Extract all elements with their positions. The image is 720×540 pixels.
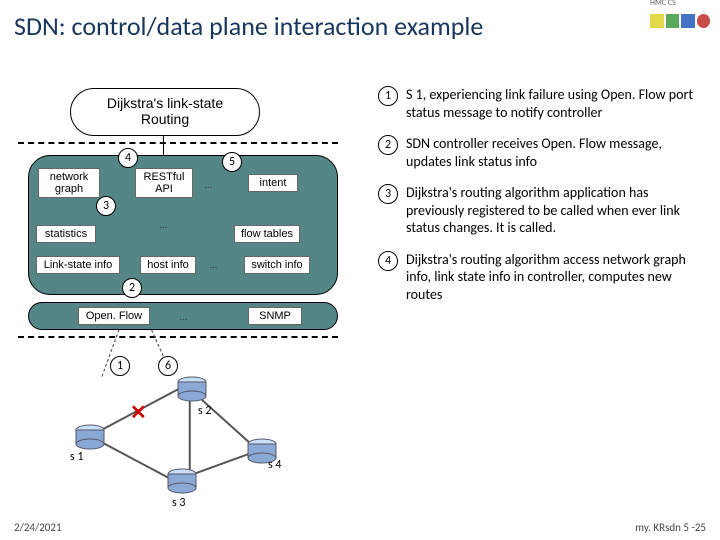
- controller-header: Dijkstra's link-state Routing: [70, 88, 260, 136]
- network-diagram: ✕ s 1 s 2 s 3 s 4: [40, 340, 330, 510]
- box-restful-api: RESTful API: [135, 168, 193, 198]
- box-host-info: host info: [140, 256, 196, 274]
- diagram-circle-2: 2: [122, 278, 142, 298]
- step-2: 2 SDN controller receives Open. Flow mes…: [378, 135, 708, 170]
- dots-row2: …: [160, 218, 169, 231]
- connector-header-body: [163, 136, 164, 156]
- router-s4: [246, 436, 278, 460]
- box-intent: intent: [248, 174, 298, 192]
- dots-row1: …: [205, 178, 214, 191]
- step-3: 3 Dijkstra's routing algorithm applicati…: [378, 184, 708, 237]
- diagram-circle-4: 4: [118, 148, 138, 168]
- dots-proto: …: [180, 310, 189, 323]
- step-1: 1 S 1, experiencing link failure using O…: [378, 86, 708, 121]
- step-4-num: 4: [378, 251, 398, 271]
- logo-text: HMC CS: [650, 0, 676, 8]
- footer-right: my. KRsdn 5 -25: [635, 521, 706, 534]
- dashed-line-upper: [18, 142, 338, 144]
- step-2-text: SDN controller receives Open. Flow messa…: [406, 135, 708, 170]
- box-switch-info: switch info: [244, 256, 310, 274]
- controller-header-line1: Dijkstra's link-state: [71, 95, 259, 111]
- step-1-num: 1: [378, 86, 398, 106]
- box-statistics: statistics: [36, 225, 96, 243]
- step-3-num: 3: [378, 184, 398, 204]
- router-s3-label: s 3: [172, 496, 186, 510]
- logo: HMC CS: [650, 6, 710, 36]
- router-s1-label: s 1: [70, 450, 84, 464]
- step-3-text: Dijkstra's routing algorithm application…: [406, 184, 708, 237]
- dashed-line-lower: [18, 336, 338, 338]
- controller-header-line2: Routing: [71, 111, 259, 127]
- dots-row3: …: [210, 258, 219, 271]
- diagram-circle-1: 1: [110, 356, 130, 376]
- box-flow-tables: flow tables: [234, 225, 300, 243]
- box-network-graph: network graph: [38, 168, 100, 198]
- router-s2: [176, 374, 208, 398]
- step-4: 4 Dijkstra's routing algorithm access ne…: [378, 251, 708, 304]
- router-s2-label: s 2: [198, 404, 212, 418]
- diagram-circle-5: 5: [222, 152, 242, 172]
- logo-square-4: [697, 14, 711, 28]
- slide-title: SDN: control/data plane interaction exam…: [0, 0, 720, 48]
- step-1-text: S 1, experiencing link failure using Ope…: [406, 86, 708, 121]
- diagram-circle-6: 6: [158, 356, 178, 376]
- router-s4-label: s 4: [268, 458, 282, 472]
- step-4-text: Dijkstra's routing algorithm access netw…: [406, 251, 708, 304]
- box-snmp: SNMP: [248, 307, 302, 325]
- logo-square-2: [666, 14, 680, 28]
- link-failure-icon: ✕: [130, 400, 147, 425]
- logo-square-1: [650, 14, 664, 28]
- router-s1: [74, 422, 106, 446]
- footer-date: 2/24/2021: [14, 521, 62, 534]
- box-link-state: Link-state info: [36, 256, 120, 274]
- router-s3: [166, 466, 198, 490]
- diagram-circle-3: 3: [96, 196, 116, 216]
- step-list: 1 S 1, experiencing link failure using O…: [378, 86, 708, 317]
- box-openflow: Open. Flow: [78, 307, 150, 325]
- step-2-num: 2: [378, 135, 398, 155]
- logo-square-3: [681, 14, 695, 28]
